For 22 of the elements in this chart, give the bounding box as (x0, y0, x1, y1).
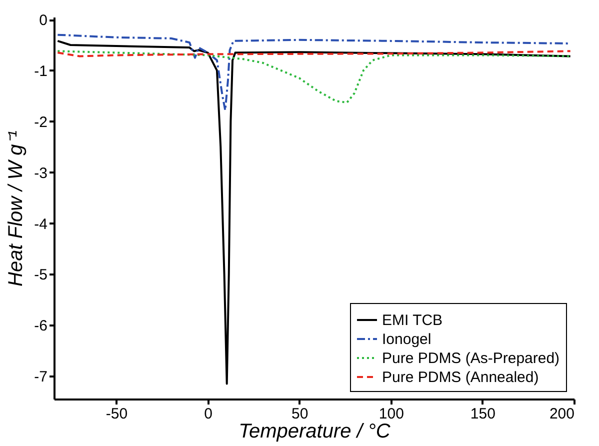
line-series (56, 40, 572, 385)
y-tick-label: -3 (34, 164, 48, 182)
x-tick-label: 0 (204, 406, 212, 422)
legend-label: EMI TCB (382, 312, 443, 329)
x-axis-title: Temperature / °C (238, 420, 391, 442)
y-tick-label: 0 (39, 12, 48, 30)
legend-label: Pure PDMS (Annealed) (382, 369, 539, 386)
y-tick-label: -7 (34, 368, 48, 386)
y-tick-label: -2 (34, 114, 48, 131)
legend-label: Pure PDMS (As-Prepared) (382, 350, 560, 367)
x-tick-label: -50 (106, 406, 128, 422)
x-tick-label: 150 (470, 406, 496, 422)
legend-label: Ionogel (382, 331, 432, 348)
x-tick-label: 200 (549, 406, 574, 422)
y-axis-title: Heat Flow / W g⁻¹ (5, 130, 28, 286)
y-tick-label: -5 (34, 266, 48, 284)
x-tick-label: 100 (378, 406, 404, 422)
y-tick-label: -4 (34, 216, 48, 233)
y-tick-label: -6 (34, 318, 48, 335)
x-tick-label: 50 (292, 406, 308, 422)
line-series (56, 50, 572, 104)
y-tick-label: -1 (34, 62, 48, 80)
